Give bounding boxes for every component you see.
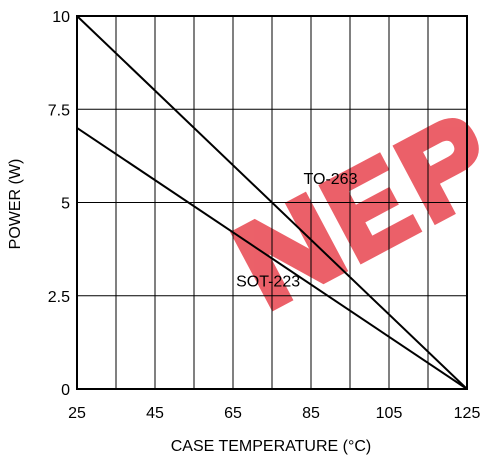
y-tick-label: 5 <box>61 196 70 213</box>
watermark-letter-e <box>318 152 423 265</box>
x-tick-label: 105 <box>376 405 403 422</box>
watermark-logo <box>230 117 479 312</box>
grid-lines <box>77 16 467 389</box>
x-tick-label: 85 <box>302 405 320 422</box>
watermark-shape <box>230 117 479 312</box>
x-tick-label: 65 <box>224 405 242 422</box>
x-tick-label: 25 <box>68 405 86 422</box>
y-tick-labels: 0 2.5 5 7.5 10 <box>48 9 70 399</box>
x-axis-label: CASE TEMPERATURE (°C) <box>171 438 372 455</box>
y-axis-label: POWER (W) <box>7 159 24 250</box>
series-lines <box>76 15 468 390</box>
y-tick-label: 10 <box>52 9 70 26</box>
y-tick-label: 7.5 <box>48 102 70 119</box>
series-label-to-263: TO-263 <box>304 171 358 188</box>
x-tick-labels: 25 45 65 85 105 125 <box>68 405 480 422</box>
series-labels: TO-263 SOT-223 <box>236 171 357 291</box>
plot-frame <box>76 15 468 390</box>
watermark-letter-p <box>392 117 479 226</box>
series-label-sot-223: SOT-223 <box>236 273 300 290</box>
x-tick-label: 45 <box>146 405 164 422</box>
series-line-sot-223 <box>76 127 468 390</box>
series-line-to-263 <box>76 15 468 390</box>
y-tick-label: 0 <box>61 382 70 399</box>
y-tick-label: 2.5 <box>48 289 70 306</box>
x-tick-label: 125 <box>454 405 481 422</box>
watermark-letter-n <box>230 191 349 312</box>
